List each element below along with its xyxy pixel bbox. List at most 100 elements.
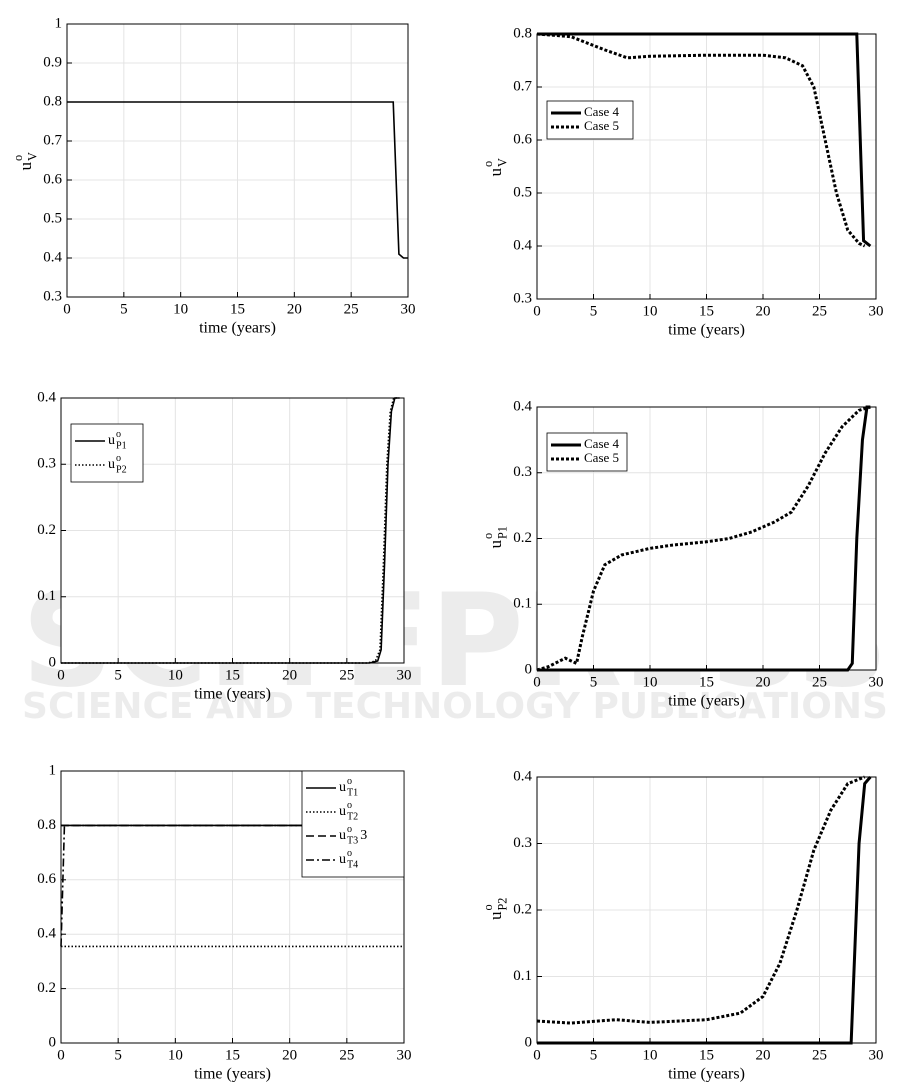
y-tick-label: 0.7 (43, 132, 62, 148)
x-tick-label: 0 (533, 1047, 541, 1063)
label-base: u (339, 852, 346, 867)
label-sup: o (11, 155, 25, 161)
x-tick-label: 30 (869, 1047, 884, 1063)
x-tick-label: 0 (533, 674, 541, 690)
label-sup: o (481, 904, 495, 910)
y-axis-label: uo P2 (481, 898, 509, 920)
y-tick-label: 0.2 (37, 980, 56, 996)
x-tick-label: 5 (590, 674, 598, 690)
y-tick-label: 0.3 (43, 288, 62, 304)
x-tick-label: 15 (699, 1047, 714, 1063)
y-tick-label: 0.4 (37, 389, 56, 405)
data-line (536, 32, 866, 248)
x-tick-label: 20 (282, 667, 297, 683)
x-tick-label: 30 (869, 674, 884, 690)
x-tick-label: 20 (756, 1047, 771, 1063)
y-tick-label: 0.6 (37, 871, 56, 887)
x-tick-label: 0 (57, 1047, 65, 1063)
x-tick-label: 10 (643, 674, 658, 690)
y-tick-label: 0.2 (37, 522, 56, 538)
label-sup: o (481, 161, 495, 167)
data-line (61, 397, 400, 664)
x-tick-label: 20 (282, 1047, 297, 1063)
label-sub: V (25, 152, 39, 161)
x-tick-label: 5 (120, 301, 128, 317)
y-tick-label: 0.1 (37, 588, 56, 604)
chart: 0 5 10 15 20 25 30 0.3 0.4 0.5 0.6 0.7 0.8 time (year… (481, 25, 883, 338)
y-tick-label: 0.4 (513, 768, 532, 784)
y-tick-label: 0.3 (513, 290, 532, 306)
y-tick-label: 1 (49, 762, 57, 778)
y-tick-label: 0.4 (513, 398, 532, 414)
label-sup: o (116, 429, 121, 440)
label-base: u (339, 804, 346, 819)
y-axis-label: uo P1 (481, 526, 509, 548)
label-sub: P1 (495, 526, 509, 539)
data-line (67, 101, 408, 259)
label-base: u (339, 828, 346, 843)
y-tick-label: 0 (525, 1034, 533, 1050)
axes-box (66, 23, 409, 298)
x-tick-label: 10 (168, 1047, 183, 1063)
x-tick-label: 25 (812, 303, 827, 319)
x-tick-label: 5 (114, 667, 122, 683)
x-tick-label: 5 (590, 303, 598, 319)
x-axis-label: time (years) (668, 693, 745, 710)
y-axis-label: uo V (11, 152, 39, 171)
x-tick-label: 25 (812, 1047, 827, 1063)
y-tick-label: 0.6 (43, 171, 62, 187)
y-tick-label: 0.3 (513, 835, 532, 851)
x-tick-label: 15 (225, 667, 240, 683)
label: Case 4 (584, 104, 620, 119)
data-line (537, 405, 871, 672)
data-line (537, 776, 872, 1045)
x-tick-label: 10 (168, 667, 183, 683)
label-base: u (486, 540, 505, 549)
y-tick-label: 1 (55, 15, 63, 31)
label-sup: o (116, 453, 121, 464)
watermark-subtitle: SCIENCE AND TECHNOLOGY PUBLICATIONS (22, 686, 888, 727)
x-tick-label: 10 (643, 303, 658, 319)
x-tick-label: 10 (643, 1047, 658, 1063)
x-tick-label: 5 (590, 1047, 598, 1063)
x-tick-label: 20 (756, 303, 771, 319)
x-axis-label: time (years) (194, 686, 271, 703)
label-sub: T2 (347, 812, 358, 823)
data-line (536, 405, 871, 672)
x-tick-label: 30 (397, 1047, 412, 1063)
axes-box (60, 770, 405, 1044)
y-tick-label: 0 (49, 654, 57, 670)
label-base: u (108, 433, 115, 448)
x-axis-label: time (years) (668, 1066, 745, 1083)
x-tick-label: 10 (173, 301, 188, 317)
x-tick-label: 20 (287, 301, 302, 317)
label-base: u (16, 162, 35, 171)
label-base: u (108, 457, 115, 472)
x-tick-label: 0 (57, 667, 65, 683)
y-tick-label: 0.5 (43, 210, 62, 226)
x-tick-label: 30 (869, 303, 884, 319)
y-tick-label: 0.4 (513, 237, 532, 253)
label-sup: o (347, 848, 352, 859)
x-tick-label: 5 (114, 1047, 122, 1063)
y-tick-label: 0.6 (513, 131, 532, 147)
data-line (536, 775, 866, 1025)
y-tick-label: 0.8 (37, 817, 56, 833)
y-tick-label: 0 (49, 1034, 57, 1050)
y-tick-label: 0.1 (513, 596, 532, 612)
label-base: u (486, 911, 505, 920)
x-tick-label: 15 (699, 674, 714, 690)
x-tick-label: 25 (344, 301, 359, 317)
label: Case 4 (584, 436, 620, 451)
y-tick-label: 0.3 (37, 456, 56, 472)
label-sup: o (481, 533, 495, 539)
chart: 0 5 10 15 20 25 30 0.3 0.4 0.5 0.6 0.7 0.8 0.9 1 time (… (11, 15, 415, 336)
x-tick-label: 0 (533, 303, 541, 319)
x-axis-label: time (years) (668, 322, 745, 339)
y-tick-label: 0.7 (513, 78, 532, 94)
x-tick-label: 25 (812, 674, 827, 690)
label-sub: V (495, 158, 509, 167)
